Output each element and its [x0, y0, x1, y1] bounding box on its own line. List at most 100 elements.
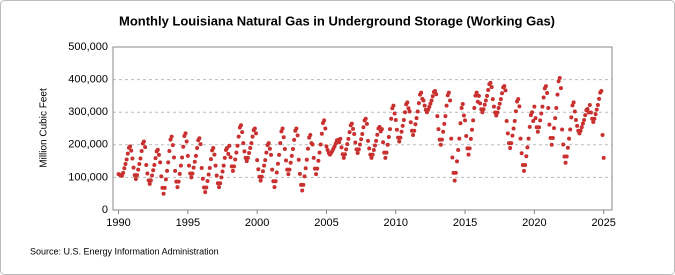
- data-point: [367, 146, 372, 151]
- data-point: [384, 150, 389, 155]
- data-point: [543, 84, 548, 89]
- data-point: [583, 113, 588, 118]
- data-point: [467, 146, 472, 151]
- data-point: [141, 139, 146, 144]
- data-point: [144, 163, 149, 168]
- data-point: [317, 150, 322, 155]
- data-point: [200, 176, 205, 181]
- data-point: [508, 146, 513, 151]
- data-point: [294, 126, 299, 131]
- data-point: [145, 171, 150, 176]
- data-point: [175, 185, 180, 190]
- data-point: [601, 155, 606, 160]
- data-point: [197, 136, 202, 141]
- data-point: [540, 104, 545, 109]
- data-point: [422, 103, 427, 108]
- data-point: [219, 175, 224, 180]
- data-point: [347, 130, 352, 135]
- data-point: [429, 98, 434, 103]
- data-point: [324, 144, 329, 149]
- data-point: [270, 167, 275, 172]
- data-point: [441, 129, 446, 134]
- data-point: [381, 140, 386, 145]
- data-point: [341, 155, 346, 160]
- data-point: [579, 125, 584, 130]
- x-tick-label: 2000: [245, 217, 269, 229]
- data-point: [442, 121, 447, 126]
- data-point: [218, 181, 223, 186]
- x-tick-label: 1990: [106, 217, 130, 229]
- data-point: [524, 154, 529, 159]
- data-point: [435, 114, 440, 119]
- data-point: [359, 137, 364, 142]
- data-point: [599, 89, 604, 94]
- data-point: [538, 118, 543, 123]
- data-point: [178, 163, 183, 168]
- chart-title: Monthly Louisiana Natural Gas in Undergr…: [119, 13, 555, 28]
- data-point: [371, 148, 376, 153]
- data-point: [220, 169, 225, 174]
- data-point: [513, 109, 518, 114]
- data-point: [337, 140, 342, 145]
- data-point: [549, 142, 554, 147]
- data-point: [496, 105, 501, 110]
- data-point: [516, 97, 521, 102]
- data-point: [286, 172, 291, 177]
- data-point: [281, 135, 286, 140]
- data-point: [275, 161, 280, 166]
- data-point: [247, 150, 252, 155]
- data-point: [128, 144, 133, 149]
- data-point: [415, 109, 420, 114]
- data-point: [478, 101, 483, 106]
- data-point: [315, 166, 320, 171]
- data-point: [594, 107, 599, 112]
- data-point: [171, 155, 176, 160]
- data-point: [411, 133, 416, 138]
- data-point: [364, 121, 369, 126]
- data-point: [547, 122, 552, 127]
- data-point: [510, 133, 515, 138]
- data-point: [436, 127, 441, 132]
- data-point: [531, 119, 536, 124]
- data-point: [264, 150, 269, 155]
- data-point: [558, 86, 563, 91]
- data-point: [217, 185, 222, 190]
- data-point: [370, 152, 375, 157]
- data-point: [316, 158, 321, 163]
- data-point: [488, 80, 493, 85]
- data-point: [177, 171, 182, 176]
- data-point: [185, 153, 190, 158]
- data-point: [369, 155, 374, 160]
- data-point: [187, 163, 192, 168]
- data-point: [195, 146, 200, 151]
- data-point: [167, 148, 172, 153]
- data-point: [456, 148, 461, 153]
- data-point: [553, 116, 558, 121]
- data-point: [393, 118, 398, 123]
- data-point: [578, 128, 583, 133]
- data-point: [401, 118, 406, 123]
- data-point: [458, 121, 463, 126]
- data-point: [176, 179, 181, 184]
- data-point: [498, 97, 503, 102]
- data-point: [555, 92, 560, 97]
- data-point: [500, 91, 505, 96]
- data-point: [166, 160, 171, 165]
- data-point: [226, 151, 231, 156]
- data-point: [234, 150, 239, 155]
- data-point: [199, 165, 204, 170]
- data-point: [405, 100, 410, 105]
- data-point: [169, 134, 174, 139]
- data-point: [296, 157, 301, 162]
- data-point: [282, 147, 287, 152]
- data-point: [252, 126, 257, 131]
- data-point: [413, 122, 418, 127]
- data-point: [260, 169, 265, 174]
- data-point: [262, 163, 267, 168]
- data-point: [228, 155, 233, 160]
- data-point: [571, 100, 576, 105]
- data-point: [221, 163, 226, 168]
- data-point: [385, 142, 390, 147]
- data-point: [183, 131, 188, 136]
- data-point: [255, 158, 260, 163]
